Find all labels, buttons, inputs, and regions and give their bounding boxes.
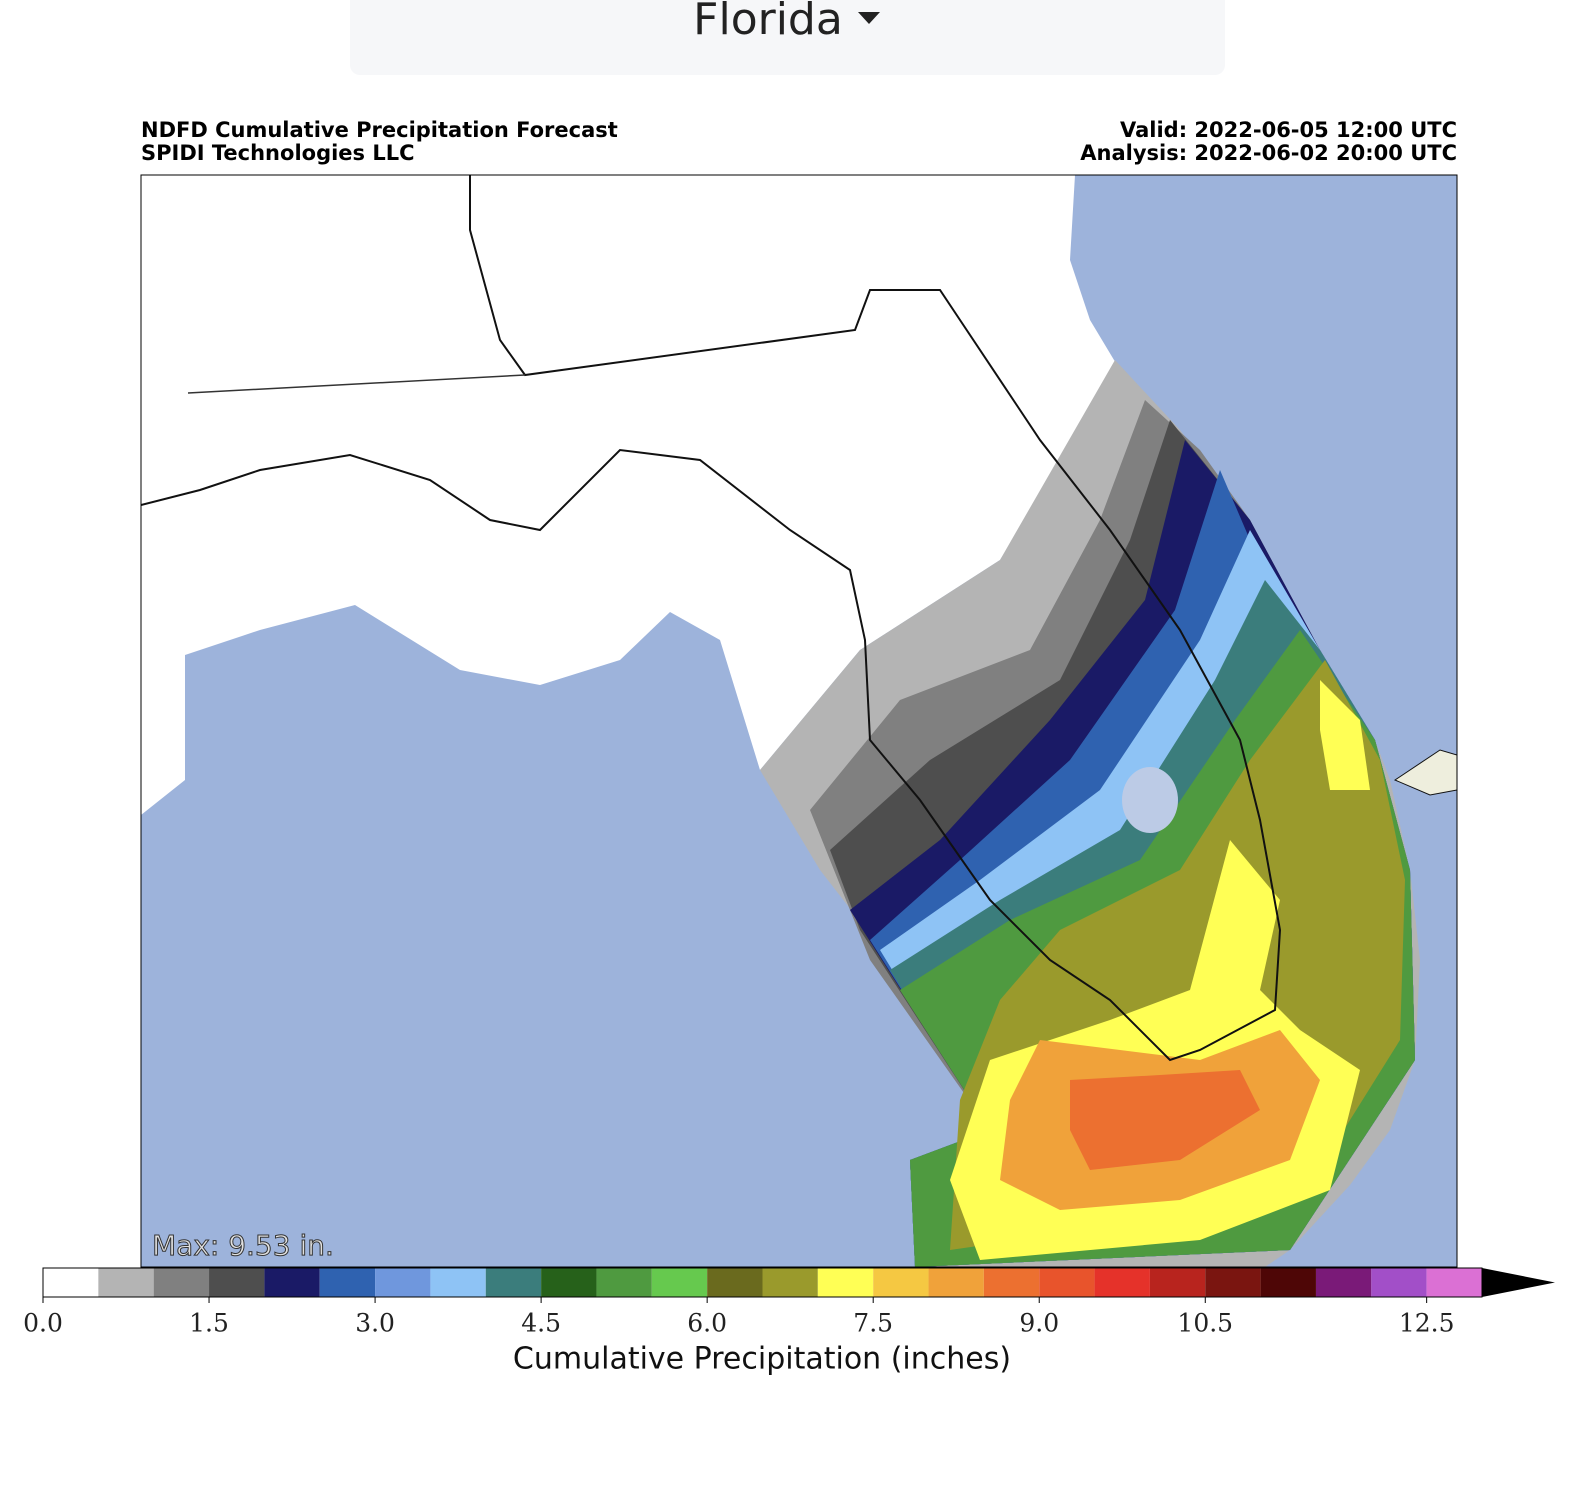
color-bin	[541, 1268, 597, 1297]
color-bin	[98, 1268, 154, 1297]
map-subtitle: SPIDI Technologies LLC	[141, 141, 415, 165]
color-bin	[209, 1268, 265, 1297]
color-bin	[817, 1268, 874, 1297]
tick-label: 4.5	[521, 1309, 561, 1338]
color-bin	[1205, 1268, 1261, 1297]
tick-label: 1.5	[189, 1309, 229, 1338]
color-bin	[1371, 1268, 1427, 1297]
tick-label: 10.5	[1177, 1309, 1233, 1338]
tick-label: 7.5	[853, 1309, 893, 1338]
map-title: NDFD Cumulative Precipitation Forecast	[141, 118, 618, 142]
color-bin	[485, 1268, 542, 1297]
color-bin	[762, 1268, 818, 1297]
tick-label: 3.0	[355, 1309, 395, 1338]
tick-label: 12.5	[1399, 1309, 1455, 1338]
coastline	[141, 175, 1282, 1062]
color-bin	[707, 1268, 763, 1297]
dropdown-caret[interactable]	[858, 12, 880, 24]
color-bin	[43, 1268, 99, 1297]
colorbar-frame	[42, 1267, 1483, 1298]
color-bin	[1149, 1268, 1206, 1297]
color-bin	[430, 1268, 486, 1297]
no-data-area	[141, 175, 1120, 815]
color-bin	[1039, 1268, 1095, 1297]
tick-label: 0.0	[23, 1309, 63, 1338]
state-line	[187, 374, 526, 394]
color-bin	[375, 1268, 431, 1297]
tick-label: 6.0	[687, 1309, 727, 1338]
color-bin	[873, 1268, 929, 1297]
color-bin	[153, 1268, 210, 1297]
color-bin	[1094, 1268, 1150, 1297]
island	[1393, 749, 1457, 796]
precip-band	[1320, 680, 1370, 790]
map-frame	[140, 174, 1458, 1268]
region-dropdown[interactable]: Florida	[350, 0, 1225, 75]
color-bin	[928, 1268, 984, 1297]
colorbar-label: Cumulative Precipitation (inches)	[513, 1342, 1011, 1377]
extend-arrow	[1482, 1268, 1555, 1297]
lake	[1122, 767, 1178, 833]
color-bin	[983, 1268, 1040, 1297]
color-bin	[264, 1268, 320, 1297]
dropdown-label[interactable]: Florida	[693, 0, 843, 45]
color-bin	[1426, 1268, 1482, 1297]
max-annotation: Max: 9.53 in.	[152, 1229, 334, 1262]
color-bin	[651, 1268, 708, 1297]
color-bin	[596, 1268, 652, 1297]
color-bin	[1260, 1268, 1316, 1297]
map	[140, 174, 1458, 1268]
analysis-time: Analysis: 2022-06-02 20:00 UTC	[1080, 141, 1457, 165]
valid-time: Valid: 2022-06-05 12:00 UTC	[1120, 118, 1457, 142]
tick-label: 9.0	[1019, 1309, 1059, 1338]
color-bin	[319, 1268, 376, 1297]
dropdown-box[interactable]	[350, 0, 1225, 75]
precip-band	[1070, 1070, 1260, 1170]
color-bin	[1315, 1268, 1372, 1297]
